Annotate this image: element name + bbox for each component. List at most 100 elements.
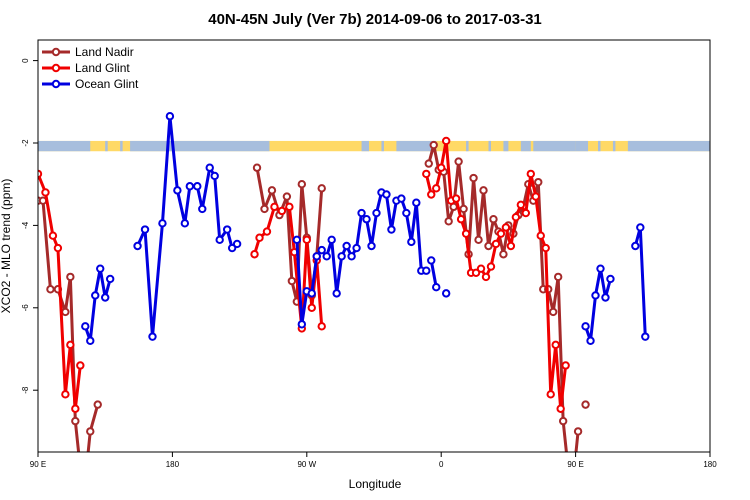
ocean-band-segment: [381, 140, 384, 152]
y-tick-label: -8: [21, 386, 30, 394]
data-point: [561, 361, 570, 370]
data-point: [250, 250, 259, 259]
data-point: [292, 235, 302, 245]
data-point: [222, 225, 232, 234]
data-point: [479, 186, 488, 195]
data-point: [180, 219, 190, 228]
data-point: [262, 227, 272, 236]
data-point: [342, 241, 351, 251]
x-tick-label: 90 E: [30, 460, 46, 469]
data-point: [96, 264, 105, 273]
data-point: [307, 303, 316, 312]
x-tick-label: 180: [703, 460, 717, 469]
data-point: [526, 169, 535, 179]
data-point: [397, 194, 406, 203]
data-point: [148, 332, 157, 341]
series-land-glint: [38, 136, 570, 413]
series-line: [38, 173, 82, 411]
data-point: [553, 272, 563, 282]
legend-label: Ocean Glint: [75, 77, 139, 91]
data-point: [61, 390, 70, 399]
y-tick-label: 0: [21, 58, 30, 63]
data-point: [105, 274, 115, 284]
ocean-band-segment: [130, 140, 173, 152]
data-point: [506, 241, 516, 251]
x-tick-label: 90 W: [297, 460, 316, 469]
data-point: [441, 136, 451, 146]
data-point: [277, 206, 287, 216]
data-point: [521, 208, 531, 218]
data-point: [66, 272, 75, 282]
y-axis-label: XCO2 - MLO trend (ppm): [0, 179, 13, 314]
plot-area: [38, 112, 710, 484]
land-band: [38, 140, 710, 152]
data-point: [61, 307, 70, 317]
x-tick-label: 0: [439, 460, 444, 469]
data-point: [297, 320, 307, 329]
legend-swatch-marker: [51, 47, 61, 57]
data-point: [285, 202, 294, 212]
data-point: [461, 229, 471, 238]
ocean-band-segment: [575, 140, 589, 152]
data-point: [352, 243, 361, 253]
ocean-band-segment: [396, 140, 437, 152]
data-point: [317, 184, 326, 193]
ocean-band-segment: [172, 140, 270, 152]
x-axis-label: Longitude: [349, 477, 402, 491]
data-point: [636, 223, 645, 232]
ocean-band-segment: [612, 140, 616, 152]
data-point: [441, 289, 451, 298]
data-point: [91, 291, 100, 300]
data-point: [297, 180, 307, 189]
data-point: [422, 266, 431, 275]
data-point: [432, 283, 441, 292]
data-point: [474, 235, 483, 245]
data-point: [601, 293, 610, 302]
data-point: [48, 231, 58, 240]
plot-frame: [37, 39, 711, 453]
data-point: [82, 478, 88, 484]
data-point: [282, 192, 292, 201]
legend-swatch-marker: [51, 79, 61, 89]
legend-item: Land Glint: [42, 61, 130, 75]
data-point: [260, 204, 269, 214]
data-point: [205, 163, 214, 172]
data-point: [429, 140, 438, 150]
data-point: [317, 245, 326, 255]
data-point: [332, 289, 341, 298]
data-point: [407, 237, 416, 247]
data-point: [556, 404, 565, 413]
data-point: [382, 190, 391, 199]
data-point: [193, 182, 202, 191]
data-point: [86, 427, 95, 436]
data-point: [469, 173, 478, 183]
data-point: [581, 400, 590, 409]
x-axis: 90 E 180 90 W 0 90 E 180: [30, 452, 717, 469]
data-point: [81, 322, 90, 331]
data-point: [86, 336, 95, 345]
data-point: [267, 186, 277, 195]
data-point: [558, 416, 568, 426]
data-point: [551, 340, 560, 350]
data-point: [511, 212, 521, 222]
data-point: [41, 188, 50, 197]
data-point: [337, 252, 346, 261]
legend-swatch-marker: [51, 63, 61, 73]
data-point: [227, 243, 237, 253]
legend-item: Ocean Glint: [42, 77, 139, 91]
data-point: [66, 340, 75, 350]
data-point: [322, 252, 331, 261]
data-point: [312, 252, 321, 261]
data-point: [534, 177, 543, 187]
x-tick-label: 180: [166, 460, 180, 469]
data-point: [173, 186, 182, 195]
data-point: [185, 182, 195, 191]
data-point: [591, 291, 600, 300]
data-point: [307, 289, 316, 298]
data-point: [459, 204, 468, 214]
data-point: [387, 225, 396, 234]
data-point: [606, 274, 615, 284]
ocean-band-segment: [38, 140, 91, 152]
ocean-band-segment: [105, 140, 108, 152]
